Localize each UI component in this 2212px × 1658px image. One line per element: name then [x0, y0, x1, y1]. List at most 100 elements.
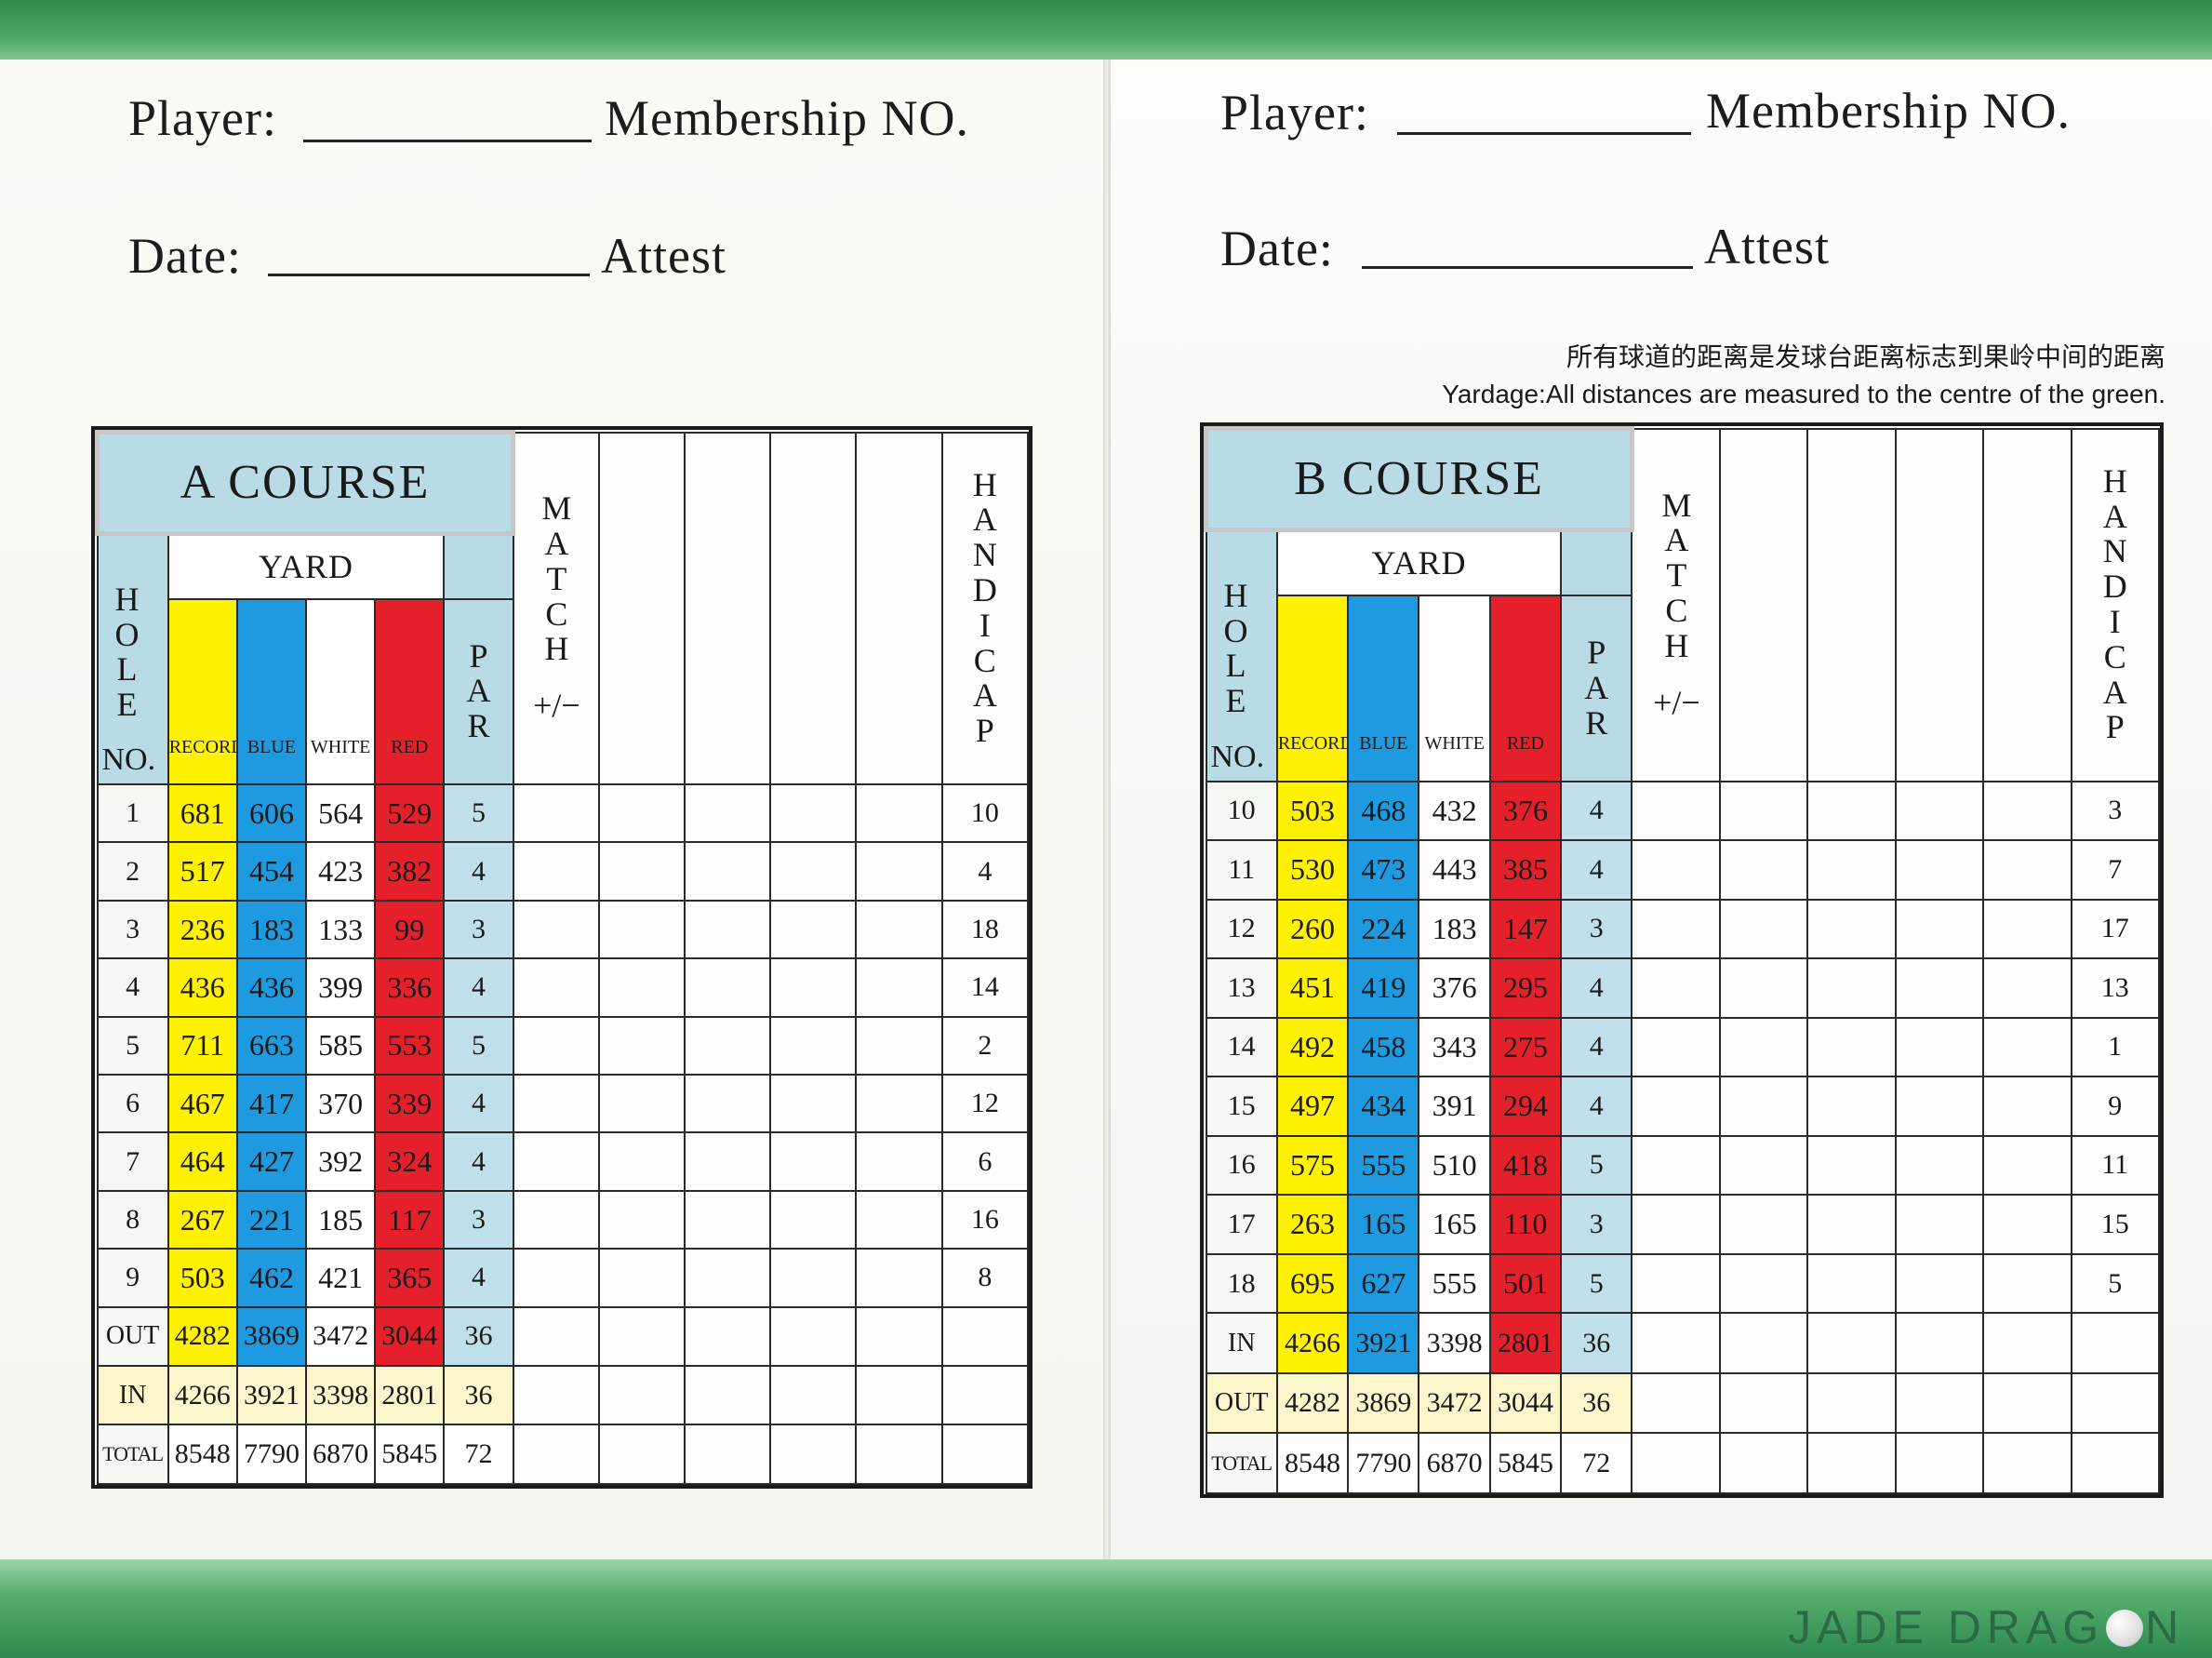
score-entry-cell[interactable]: [1806, 839, 1897, 901]
score-entry-cell[interactable]: [597, 1365, 686, 1426]
score-entry-cell[interactable]: [597, 1015, 686, 1076]
score-entry-cell[interactable]: [769, 1248, 858, 1308]
score-entry-cell[interactable]: [769, 1189, 858, 1250]
score-entry-cell[interactable]: [1806, 1194, 1897, 1255]
score-entry-cell[interactable]: [855, 782, 943, 844]
score-entry-cell[interactable]: [597, 841, 686, 902]
score-entry-cell[interactable]: [1982, 1252, 2072, 1315]
score-entry-cell[interactable]: [1631, 839, 1721, 901]
score-entry-cell[interactable]: [1894, 1076, 1985, 1137]
score-entry-cell[interactable]: [1631, 1016, 1721, 1078]
score-entry-cell[interactable]: [1982, 1371, 2072, 1435]
score-entry-cell[interactable]: [1806, 1371, 1897, 1435]
score-entry-cell[interactable]: [512, 957, 600, 1018]
score-entry-cell[interactable]: [1718, 780, 1809, 842]
score-entry-cell[interactable]: [512, 1305, 600, 1368]
score-entry-cell[interactable]: [597, 1305, 686, 1368]
score-entry-cell[interactable]: [1631, 957, 1721, 1019]
score-entry-cell[interactable]: [597, 1248, 686, 1308]
score-entry-cell[interactable]: [597, 899, 686, 960]
score-entry-cell[interactable]: [1806, 898, 1897, 960]
score-entry-cell[interactable]: [769, 782, 858, 844]
score-entry-cell[interactable]: [1718, 1134, 1809, 1197]
score-entry-cell[interactable]: [1718, 839, 1809, 901]
score-entry-cell[interactable]: [855, 1424, 943, 1485]
score-entry-cell[interactable]: [1982, 957, 2072, 1019]
score-entry-cell[interactable]: [597, 1424, 686, 1485]
score-entry-cell[interactable]: [769, 1015, 858, 1076]
score-entry-cell[interactable]: [512, 1365, 600, 1426]
score-entry-cell[interactable]: [855, 1305, 943, 1368]
score-entry-cell[interactable]: [1631, 1432, 1721, 1494]
score-entry-cell[interactable]: [1631, 1371, 1721, 1435]
score-entry-cell[interactable]: [1806, 1252, 1897, 1315]
score-entry-cell[interactable]: [512, 841, 600, 902]
score-entry-cell[interactable]: [512, 899, 600, 960]
score-entry-cell[interactable]: [1718, 1312, 1809, 1374]
score-entry-cell[interactable]: [1718, 1432, 1809, 1494]
score-entry-cell[interactable]: [1718, 957, 1809, 1019]
score-entry-cell[interactable]: [1894, 1432, 1985, 1494]
score-entry-cell[interactable]: [1894, 1194, 1985, 1255]
score-entry-cell[interactable]: [1718, 1194, 1809, 1255]
score-entry-cell[interactable]: [1718, 1371, 1809, 1435]
score-entry-cell[interactable]: [855, 1015, 943, 1076]
score-entry-cell[interactable]: [683, 782, 772, 844]
score-entry-cell[interactable]: [769, 841, 858, 902]
score-entry-cell[interactable]: [1982, 1016, 2072, 1078]
score-entry-cell[interactable]: [1806, 957, 1897, 1019]
score-entry-cell[interactable]: [1806, 780, 1897, 842]
score-entry-cell[interactable]: [1718, 1016, 1809, 1078]
score-entry-cell[interactable]: [769, 957, 858, 1018]
score-entry-cell[interactable]: [855, 899, 943, 960]
score-entry-cell[interactable]: [1982, 839, 2072, 901]
score-entry-cell[interactable]: [683, 899, 772, 960]
score-entry-cell[interactable]: [1631, 898, 1721, 960]
score-entry-cell[interactable]: [1982, 1134, 2072, 1197]
score-entry-cell[interactable]: [769, 1365, 858, 1426]
score-entry-cell[interactable]: [683, 1248, 772, 1308]
score-entry-cell[interactable]: [1894, 898, 1985, 960]
score-entry-cell[interactable]: [1631, 780, 1721, 842]
score-entry-cell[interactable]: [1894, 780, 1985, 842]
score-entry-cell[interactable]: [1806, 1312, 1897, 1374]
score-entry-cell[interactable]: [769, 1424, 858, 1485]
score-entry-cell[interactable]: [597, 1074, 686, 1134]
score-entry-cell[interactable]: [683, 1015, 772, 1076]
score-entry-cell[interactable]: [855, 957, 943, 1018]
score-entry-cell[interactable]: [1982, 1076, 2072, 1137]
score-entry-cell[interactable]: [1631, 1076, 1721, 1137]
score-entry-cell[interactable]: [769, 1074, 858, 1134]
score-entry-cell[interactable]: [855, 1365, 943, 1426]
score-entry-cell[interactable]: [1982, 1432, 2072, 1494]
score-entry-cell[interactable]: [855, 841, 943, 902]
score-entry-cell[interactable]: [1894, 1371, 1985, 1435]
score-entry-cell[interactable]: [855, 1248, 943, 1308]
score-entry-cell[interactable]: [1894, 839, 1985, 901]
score-entry-cell[interactable]: [683, 1305, 772, 1368]
score-entry-cell[interactable]: [1718, 898, 1809, 960]
score-entry-cell[interactable]: [1631, 1194, 1721, 1255]
score-entry-cell[interactable]: [855, 1074, 943, 1134]
score-entry-cell[interactable]: [512, 782, 600, 844]
score-entry-cell[interactable]: [855, 1189, 943, 1250]
score-entry-cell[interactable]: [1982, 1194, 2072, 1255]
score-entry-cell[interactable]: [597, 957, 686, 1018]
score-entry-cell[interactable]: [512, 1015, 600, 1076]
score-entry-cell[interactable]: [512, 1424, 600, 1485]
score-entry-cell[interactable]: [683, 1131, 772, 1192]
score-entry-cell[interactable]: [683, 957, 772, 1018]
score-entry-cell[interactable]: [512, 1074, 600, 1134]
score-entry-cell[interactable]: [1806, 1016, 1897, 1078]
score-entry-cell[interactable]: [597, 1189, 686, 1250]
score-entry-cell[interactable]: [683, 1189, 772, 1250]
score-entry-cell[interactable]: [769, 899, 858, 960]
score-entry-cell[interactable]: [1982, 780, 2072, 842]
score-entry-cell[interactable]: [1806, 1134, 1897, 1197]
score-entry-cell[interactable]: [1631, 1252, 1721, 1315]
score-entry-cell[interactable]: [769, 1305, 858, 1368]
score-entry-cell[interactable]: [1806, 1432, 1897, 1494]
score-entry-cell[interactable]: [512, 1189, 600, 1250]
score-entry-cell[interactable]: [1894, 1134, 1985, 1197]
score-entry-cell[interactable]: [597, 1131, 686, 1192]
